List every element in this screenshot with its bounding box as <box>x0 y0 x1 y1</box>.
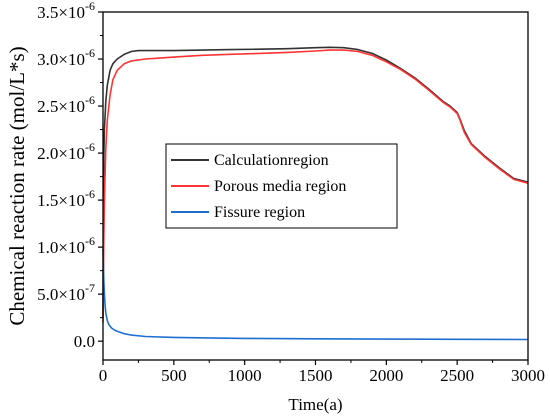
legend: Calculationregion Porous media region Fiss… <box>165 143 398 229</box>
y-tick-label: 3.5×10-6 <box>37 0 95 22</box>
y-tick-label: 3.0×10-6 <box>37 46 95 69</box>
y-tick-mantissa: 3.5×10 <box>37 3 85 22</box>
series-layer <box>102 46 529 341</box>
legend-label: Calculationregion <box>214 152 329 169</box>
legend-label: Fissure region <box>214 204 305 221</box>
x-tick-label: 1500 <box>299 366 333 385</box>
tick-labels-layer: 0 500 1000 1500 2000 2500 3000 0.0 5.0×10-7 1.0×1… <box>37 0 545 385</box>
series-line-1 <box>102 49 529 323</box>
y-tick-label: 2.5×10-6 <box>37 93 95 116</box>
y-tick-label: 1.0×10-6 <box>37 234 95 257</box>
y-tick-exponent: -6 <box>85 187 95 201</box>
y-tick-mantissa: 1.5×10 <box>37 191 85 210</box>
y-tick-exponent: -6 <box>85 234 95 248</box>
y-tick-mantissa: 5.0×10 <box>37 285 85 304</box>
y-tick-label: 2.0×10-6 <box>37 140 95 163</box>
y-tick-mantissa: 1.0×10 <box>37 238 85 257</box>
ticks-layer <box>98 11 529 365</box>
x-axis-title: Time(a) <box>288 395 342 414</box>
y-tick-label: 1.5×10-6 <box>37 187 95 210</box>
x-tick-label: 3000 <box>511 366 545 385</box>
y-tick-exponent: -6 <box>85 0 95 13</box>
series-line-2 <box>102 248 529 341</box>
y-tick-exponent: -7 <box>85 281 95 295</box>
y-tick-mantissa: 2.5×10 <box>37 97 85 116</box>
x-tick-label: 0 <box>99 366 108 385</box>
x-tick-label: 2000 <box>369 366 403 385</box>
y-tick-label: 5.0×10-7 <box>37 281 95 304</box>
x-tick-label: 1000 <box>228 366 262 385</box>
x-tick-label: 500 <box>161 366 187 385</box>
y-tick-exponent: -6 <box>85 140 95 154</box>
y-tick-label: 0.0 <box>74 332 95 351</box>
x-tick-label: 2500 <box>440 366 474 385</box>
y-tick-exponent: -6 <box>85 93 95 107</box>
y-axis-title: Chemical reaction rate (mol/L*s) <box>5 46 29 325</box>
y-tick-mantissa: 2.0×10 <box>37 144 85 163</box>
y-tick-mantissa: 0.0 <box>74 332 95 351</box>
y-tick-mantissa: 3.0×10 <box>37 50 85 69</box>
y-tick-exponent: -6 <box>85 46 95 60</box>
legend-label: Porous media region <box>214 178 346 195</box>
